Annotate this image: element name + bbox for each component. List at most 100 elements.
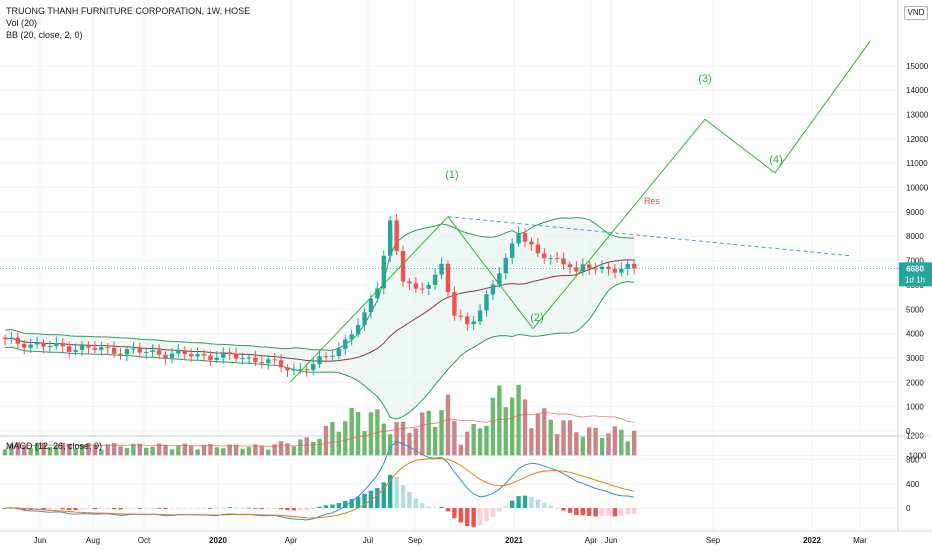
macd-histogram-bar	[278, 508, 284, 510]
macd-histogram-bar	[111, 508, 117, 510]
macd-histogram-bar	[131, 508, 136, 509]
volume-bar	[156, 443, 162, 456]
price-axis-tick-label: 11000	[906, 159, 928, 168]
macd-histogram-bar	[471, 508, 476, 528]
volume-bar	[144, 447, 149, 456]
volume-bar	[529, 428, 534, 456]
candle-body	[375, 288, 380, 299]
macd-histogram-bar	[625, 508, 630, 515]
candle-body	[619, 268, 624, 273]
macd-histogram-bar	[497, 508, 502, 512]
time-axis-tick-label: Sep	[706, 536, 721, 545]
price-axis-tick-label: 12000	[906, 135, 929, 144]
candle-body	[503, 257, 508, 274]
macd-histogram-bar	[349, 498, 354, 508]
volume-bar	[208, 444, 213, 456]
macd-histogram-bar	[310, 508, 316, 509]
volume-bar	[388, 434, 393, 456]
time-axis-tick-label: Jul	[363, 536, 373, 545]
macd-histogram-bar	[285, 508, 290, 511]
volume-bar	[535, 414, 541, 456]
volume-bar	[54, 446, 59, 456]
volume-bar	[458, 444, 464, 456]
macd-histogram-bar	[587, 508, 592, 516]
time-axis-tick-label: Sep	[408, 536, 423, 545]
price-axis-tick-label: 3000	[906, 354, 924, 363]
candle-body	[612, 269, 618, 273]
volume-bar	[612, 426, 618, 456]
candle-body	[246, 357, 252, 359]
candle-body	[9, 337, 14, 339]
volume-bar	[362, 431, 367, 456]
macd-histogram-bar	[105, 508, 110, 509]
candle-body	[574, 267, 579, 272]
volume-bar	[554, 433, 560, 456]
volume-bar	[420, 412, 425, 456]
macd-histogram-bar	[221, 507, 226, 509]
price-axis-tick-label: 4000	[906, 330, 924, 339]
macd-histogram-bar	[394, 476, 399, 508]
volume-bar	[188, 445, 194, 456]
volume-bar	[323, 425, 329, 456]
volume-bar	[79, 445, 85, 456]
macd-histogram-bar	[407, 491, 412, 508]
candle-body	[606, 266, 611, 270]
candle-body	[41, 343, 46, 347]
macd-histogram-bar	[137, 508, 143, 509]
candle-body	[182, 350, 187, 355]
volume-bar	[99, 449, 104, 456]
price-axis-tick-label: 13000	[906, 110, 929, 119]
candle-body	[240, 358, 245, 360]
volume-bar	[432, 426, 438, 456]
candle-body	[445, 263, 451, 293]
macd-histogram-bar	[304, 508, 309, 511]
volume-bar	[105, 444, 110, 456]
last-price-countdown: 1d 1h	[905, 275, 925, 284]
bollinger-lower-band	[4, 281, 635, 420]
candle-body	[349, 334, 354, 340]
volume-bar	[9, 443, 14, 456]
elliott-wave-line	[289, 41, 871, 383]
wave-label-3: (3)	[698, 73, 711, 85]
macd-histogram-bar	[458, 508, 464, 523]
volume-bar	[291, 446, 297, 456]
macd-histogram-bar	[150, 507, 155, 509]
volume-bar	[195, 449, 200, 456]
volume-bar	[278, 441, 284, 456]
macd-histogram-bar	[439, 506, 444, 508]
candle-body	[452, 292, 457, 316]
macd-histogram-bar	[201, 507, 207, 509]
macd-histogram-bar	[240, 507, 245, 509]
time-axis-tick-label: 2022	[803, 536, 821, 545]
macd-histogram-bar	[79, 508, 85, 510]
time-axis-tick-label: Mar	[853, 536, 867, 545]
candle-body	[169, 353, 175, 359]
candle-body	[317, 356, 322, 365]
macd-histogram-bar	[445, 508, 451, 512]
volume-bar	[163, 444, 168, 456]
currency-badge[interactable]: VND	[904, 6, 928, 20]
volume-bar	[619, 429, 624, 456]
candle-body	[394, 220, 399, 252]
volume-bar	[60, 442, 65, 456]
volume-bar	[606, 433, 611, 456]
candle-body	[535, 244, 541, 254]
volume-bar	[259, 445, 264, 456]
macd-histogram-bar	[47, 508, 53, 510]
macd-histogram-bar	[355, 496, 361, 508]
candle-body	[86, 345, 91, 348]
macd-histogram-bar	[195, 507, 200, 509]
volume-bar	[439, 410, 444, 456]
candle-body	[221, 352, 226, 358]
price-axis-tick-label: 0	[906, 427, 911, 436]
macd-histogram-bar	[330, 504, 335, 508]
candle-body	[381, 255, 386, 289]
macd-histogram-bar	[561, 508, 566, 511]
volume-bar	[41, 442, 46, 456]
macd-histogram-bar	[490, 508, 496, 517]
bollinger-legend: BB (20, close, 2, 0)	[6, 30, 83, 40]
candle-body	[529, 241, 534, 245]
volume-bar	[169, 449, 175, 456]
volume-bar	[509, 397, 515, 456]
